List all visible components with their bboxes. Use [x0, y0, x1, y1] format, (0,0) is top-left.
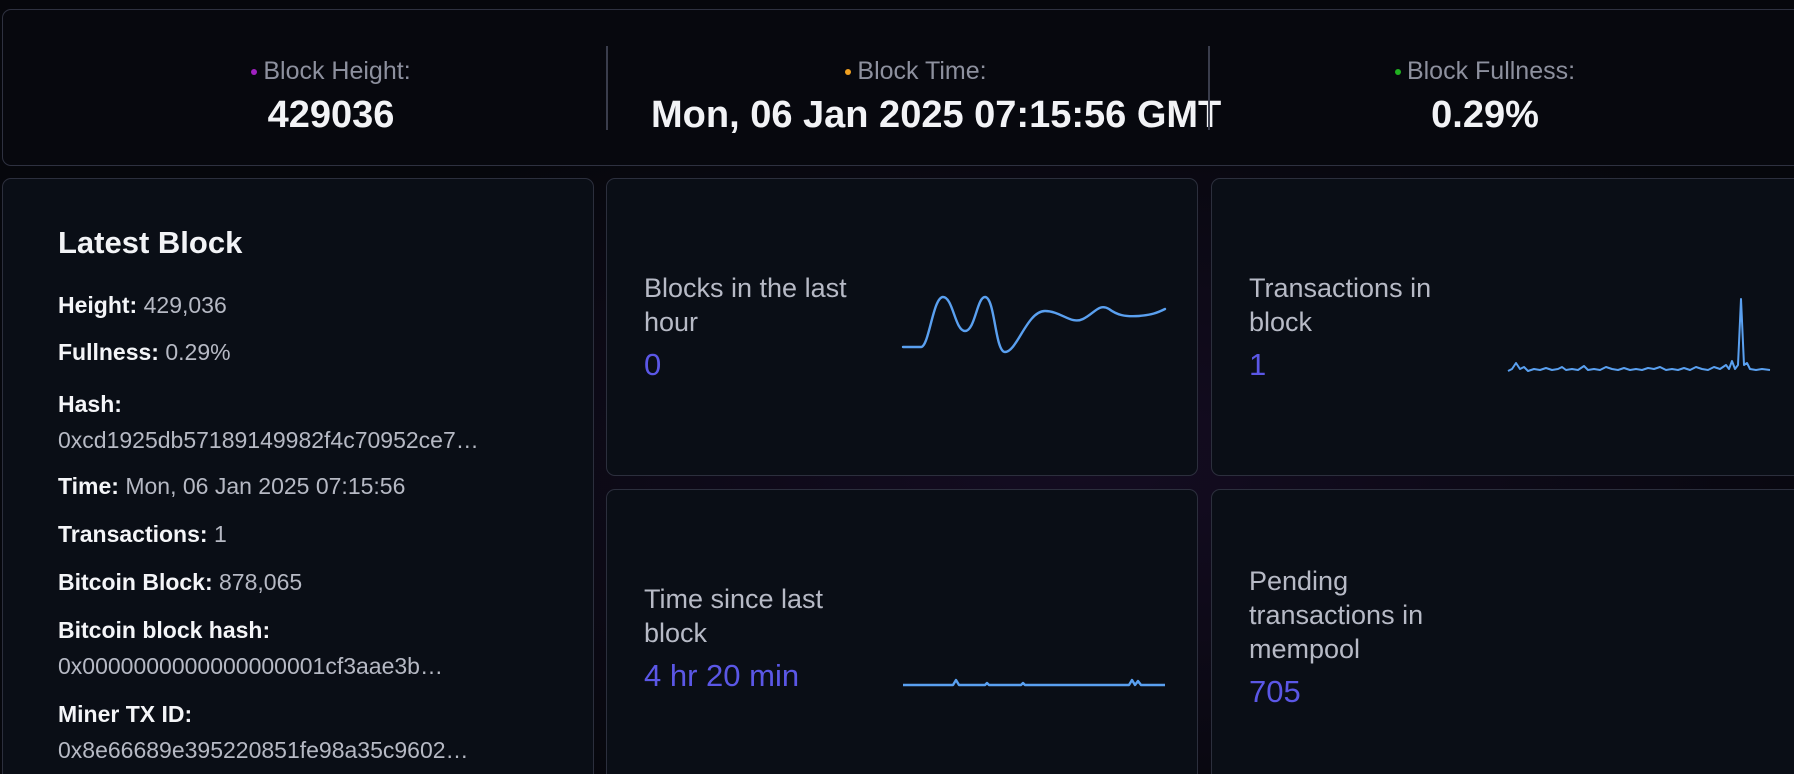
field-transactions: Transactions: 1: [58, 521, 227, 548]
blocks-last-hour-card: Blocks in the last hour 0: [606, 178, 1198, 476]
hash-key: Hash:: [58, 391, 122, 417]
pending-transactions-value: 705: [1249, 674, 1301, 709]
latest-block-title: Latest Block: [58, 225, 243, 260]
transactions-in-block-sparkline-line: [1507, 298, 1771, 372]
miner-tx-key: Miner TX ID:: [58, 701, 193, 727]
pending-transactions-title-line: Pending: [1249, 566, 1349, 596]
blocks-last-hour-title: Blocks in the last hour: [644, 271, 847, 339]
stat-block-height: Block Height: 429036: [71, 10, 591, 167]
field-bitcoin-block: Bitcoin Block: 878,065: [58, 569, 302, 596]
block-height-dot-icon: [251, 68, 258, 75]
blocks-last-hour-title-line: Blocks in the last: [644, 273, 847, 303]
block-fullness-value: 0.29%: [1431, 94, 1539, 136]
stats-bar: Block Height: 429036 Block Time: Mon, 06…: [2, 9, 1794, 166]
pending-transactions-card: Pending transactions in mempool 705: [1211, 489, 1794, 774]
stats-divider: [1208, 46, 1210, 130]
blocks-last-hour-value: 0: [644, 347, 662, 382]
transactions-value: 1: [213, 521, 227, 547]
transactions-in-block-title-line: block: [1249, 307, 1313, 337]
latest-block-card: Latest Block Height: 429,036 Fullness: 0…: [2, 178, 594, 774]
time-key: Time:: [58, 473, 119, 499]
transactions-in-block-title: Transactions in block: [1249, 271, 1431, 339]
block-time-dot-icon: [845, 68, 852, 75]
time-since-last-block-title-line: block: [644, 618, 708, 648]
time-since-last-block-card: Time since last block 4 hr 20 min: [606, 489, 1198, 774]
field-time: Time: Mon, 06 Jan 2025 07:15:56: [58, 473, 405, 500]
block-fullness-label: Block Fullness:: [1406, 57, 1576, 85]
bitcoin-block-value: 878,065: [219, 569, 303, 595]
height-key: Height:: [58, 292, 138, 318]
hash-value[interactable]: 0xcd1925db57189149982f4c70952ce7…: [58, 427, 479, 453]
field-bitcoin-hash: Bitcoin block hash:: [58, 617, 270, 644]
pending-transactions-title: Pending transactions in mempool: [1249, 564, 1423, 666]
field-miner-tx: Miner TX ID:: [58, 701, 192, 728]
fullness-key: Fullness:: [58, 339, 159, 365]
field-fullness: Fullness: 0.29%: [58, 339, 231, 366]
stat-block-fullness: Block Fullness: 0.29%: [1225, 10, 1745, 167]
pending-transactions-title-line: mempool: [1249, 634, 1361, 664]
time-since-last-block-title: Time since last block: [644, 582, 823, 650]
pending-transactions-title-line: transactions in: [1249, 600, 1424, 630]
time-value: Mon, 06 Jan 2025 07:15:56: [125, 473, 406, 499]
block-time-value: Mon, 06 Jan 2025 07:15:56 GMT: [651, 94, 1222, 136]
transactions-in-block-title-line: Transactions in: [1249, 273, 1432, 303]
miner-tx-value[interactable]: 0x8e66689e395220851fe98a35c9602…: [58, 737, 469, 763]
blocks-last-hour-sparkline: [901, 295, 1167, 354]
block-time-label: Block Time:: [857, 57, 987, 85]
stat-block-time: Block Time: Mon, 06 Jan 2025 07:15:56 GM…: [651, 10, 1222, 167]
blocks-last-hour-title-line: hour: [644, 307, 699, 337]
time-since-last-block-title-line: Time since last: [644, 584, 824, 614]
block-height-label: Block Height:: [263, 57, 411, 85]
time-since-last-block-value: 4 hr 20 min: [644, 658, 800, 693]
field-hash: Hash:: [58, 391, 122, 418]
block-fullness-dot-icon: [1394, 68, 1401, 75]
time-since-last-block-sparkline: [903, 678, 1165, 687]
bitcoin-block-key: Bitcoin Block:: [58, 569, 213, 595]
bitcoin-hash-key: Bitcoin block hash:: [58, 617, 271, 643]
transactions-in-block-card: Transactions in block 1: [1211, 178, 1794, 476]
bitcoin-hash-value[interactable]: 0x0000000000000000001cf3aae3b…: [58, 653, 443, 679]
stats-divider: [606, 46, 608, 130]
transactions-key: Transactions:: [58, 521, 208, 547]
field-height: Height: 429,036: [58, 292, 227, 319]
blocks-last-hour-sparkline-line: [901, 295, 1167, 354]
fullness-value: 0.29%: [165, 339, 231, 365]
height-value: 429,036: [143, 292, 227, 318]
block-height-value: 429036: [267, 94, 395, 136]
transactions-in-block-sparkline: [1507, 298, 1771, 372]
transactions-in-block-value: 1: [1249, 347, 1267, 382]
time-since-last-block-sparkline-line: [903, 678, 1165, 687]
